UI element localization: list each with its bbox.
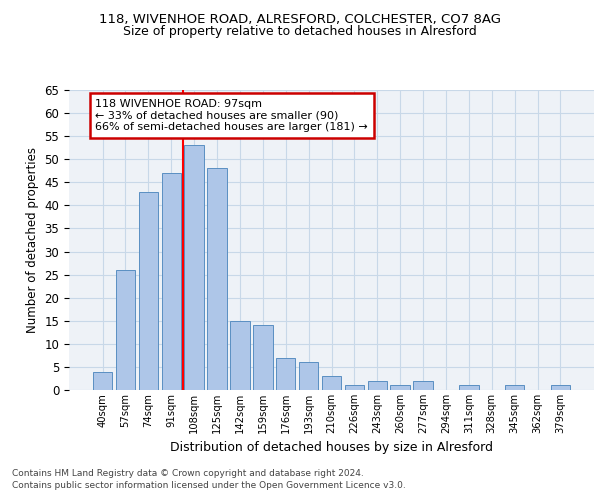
Bar bbox=[299, 362, 319, 390]
Bar bbox=[344, 386, 364, 390]
Bar bbox=[368, 381, 387, 390]
Text: 118 WIVENHOE ROAD: 97sqm
← 33% of detached houses are smaller (90)
66% of semi-d: 118 WIVENHOE ROAD: 97sqm ← 33% of detach… bbox=[95, 99, 368, 132]
Bar bbox=[505, 386, 524, 390]
Text: Size of property relative to detached houses in Alresford: Size of property relative to detached ho… bbox=[123, 25, 477, 38]
Bar bbox=[551, 386, 570, 390]
Text: Contains public sector information licensed under the Open Government Licence v3: Contains public sector information licen… bbox=[12, 481, 406, 490]
Bar bbox=[93, 372, 112, 390]
Bar bbox=[116, 270, 135, 390]
Bar bbox=[184, 146, 204, 390]
Bar bbox=[391, 386, 410, 390]
Bar bbox=[139, 192, 158, 390]
Bar bbox=[208, 168, 227, 390]
Text: Contains HM Land Registry data © Crown copyright and database right 2024.: Contains HM Land Registry data © Crown c… bbox=[12, 468, 364, 477]
Bar bbox=[459, 386, 479, 390]
X-axis label: Distribution of detached houses by size in Alresford: Distribution of detached houses by size … bbox=[170, 442, 493, 454]
Y-axis label: Number of detached properties: Number of detached properties bbox=[26, 147, 39, 333]
Text: 118, WIVENHOE ROAD, ALRESFORD, COLCHESTER, CO7 8AG: 118, WIVENHOE ROAD, ALRESFORD, COLCHESTE… bbox=[99, 12, 501, 26]
Bar bbox=[253, 326, 272, 390]
Bar bbox=[413, 381, 433, 390]
Bar bbox=[161, 173, 181, 390]
Bar bbox=[230, 321, 250, 390]
Bar bbox=[322, 376, 341, 390]
Bar bbox=[276, 358, 295, 390]
